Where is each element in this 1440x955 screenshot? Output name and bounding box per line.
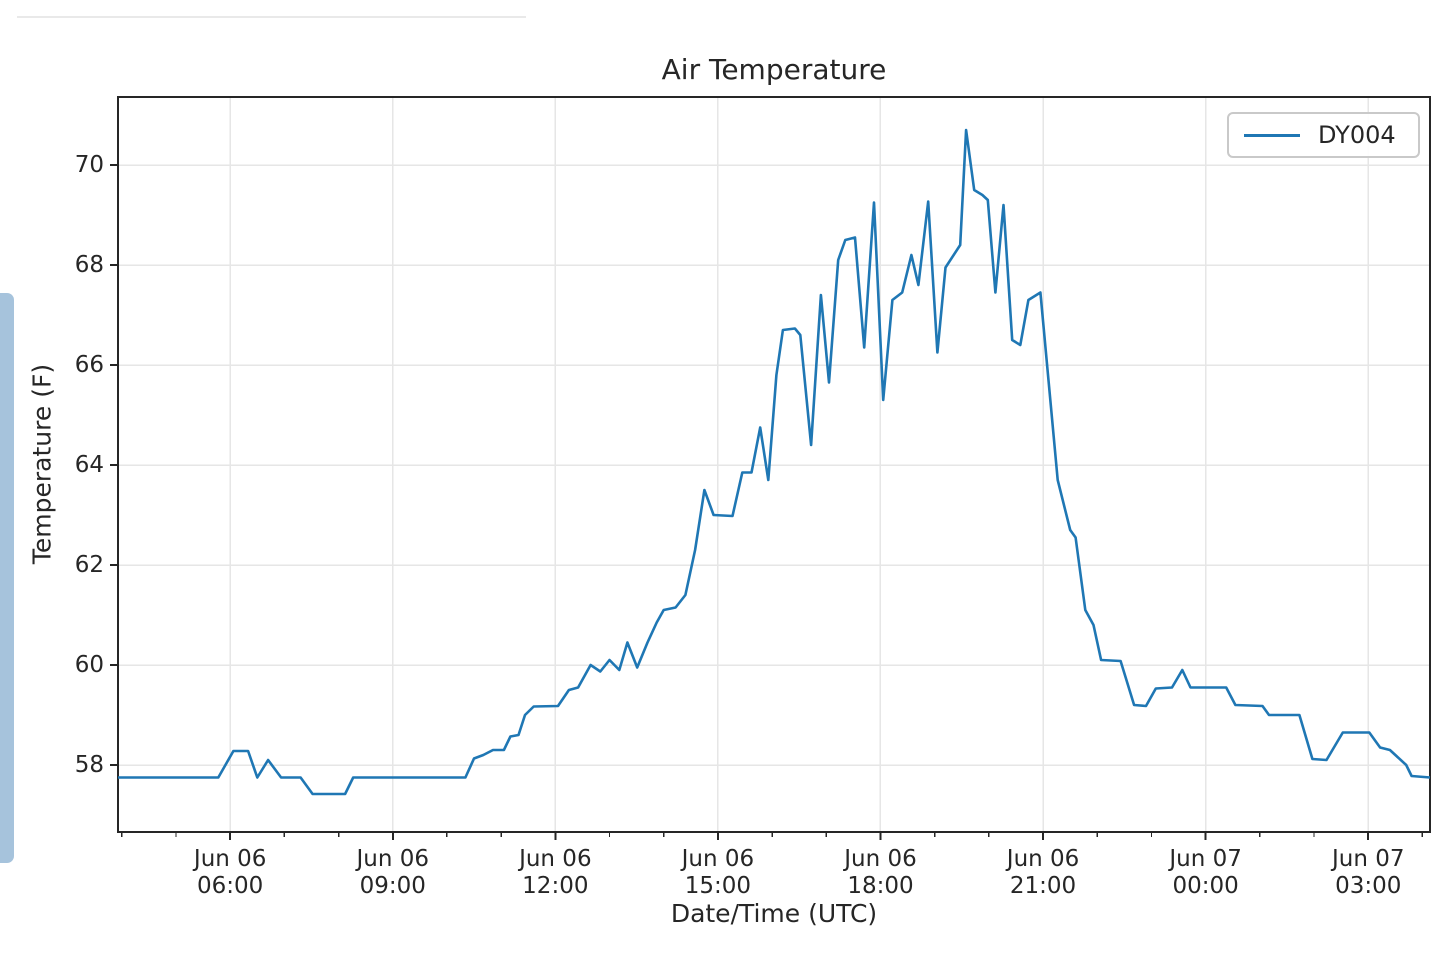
series-line-DY004 xyxy=(118,128,1431,796)
y-tick-label: 68 xyxy=(75,252,104,278)
x-tick-label: Jun 07 00:00 xyxy=(1167,846,1242,899)
y-tick-label: 60 xyxy=(75,652,104,678)
y-axis-label: Temperature (F) xyxy=(27,363,57,565)
y-tick-label: 62 xyxy=(75,552,104,578)
x-tick-label: Jun 06 06:00 xyxy=(192,846,267,899)
x-tick-label: Jun 06 09:00 xyxy=(354,846,429,899)
x-tick-label: Jun 06 18:00 xyxy=(842,846,917,899)
legend-line-sample xyxy=(1244,133,1300,137)
legend: DY004 xyxy=(1227,112,1420,158)
y-tick-label: 66 xyxy=(75,352,104,378)
y-tick-label: 64 xyxy=(75,452,104,478)
x-tick-label: Jun 06 12:00 xyxy=(517,846,592,899)
y-tick-label: 70 xyxy=(75,152,104,178)
x-tick-label: Jun 06 15:00 xyxy=(680,846,755,899)
chart-title: Air Temperature xyxy=(661,53,887,86)
legend-label: DY004 xyxy=(1318,121,1396,149)
x-axis-label: Date/Time (UTC) xyxy=(670,899,878,928)
y-tick-label: 58 xyxy=(75,752,104,778)
top-divider xyxy=(17,16,526,18)
x-tick-label: Jun 07 03:00 xyxy=(1330,846,1405,899)
scrollbar-thumb[interactable] xyxy=(0,293,14,863)
x-tick-label: Jun 06 21:00 xyxy=(1005,846,1080,899)
